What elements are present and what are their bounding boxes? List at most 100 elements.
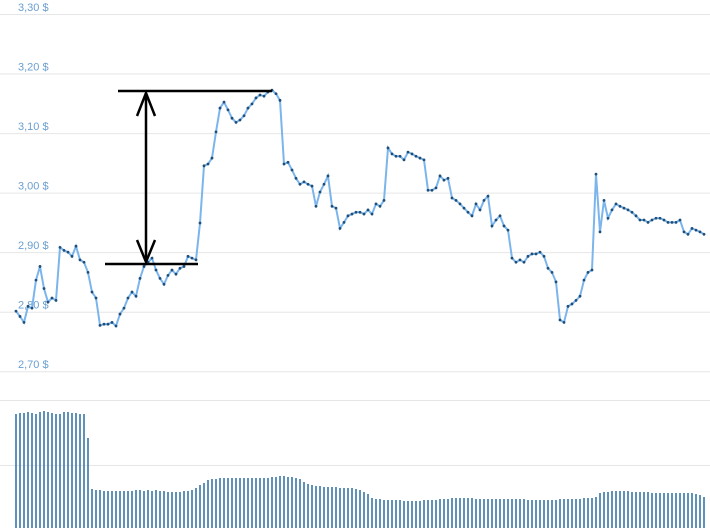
volume-bar xyxy=(43,411,45,528)
volume-bar xyxy=(215,479,217,528)
price-point xyxy=(350,212,354,216)
price-point xyxy=(586,270,590,274)
volume-bar xyxy=(519,499,521,528)
volume-bar xyxy=(271,477,273,528)
price-point xyxy=(178,266,182,270)
price-point xyxy=(206,162,210,166)
price-point xyxy=(398,154,402,158)
volume-bar xyxy=(643,492,645,528)
price-point xyxy=(442,178,446,182)
volume-bar xyxy=(223,478,225,528)
volume-bar xyxy=(675,493,677,528)
volume-bar xyxy=(523,499,525,528)
volume-bar xyxy=(399,500,401,528)
volume-bar xyxy=(547,500,549,528)
price-point xyxy=(150,256,154,260)
grid: 3,30 $3,20 $3,10 $3,00 $2,90 $2,80 $2,70… xyxy=(0,2,710,373)
price-point xyxy=(470,214,474,218)
price-point xyxy=(354,210,358,214)
price-point xyxy=(14,309,18,313)
price-point xyxy=(226,108,230,112)
price-point xyxy=(554,280,558,284)
price-point xyxy=(526,254,530,258)
volume-bar xyxy=(635,492,637,528)
price-point xyxy=(590,268,594,272)
price-point xyxy=(650,218,654,222)
volume-bar xyxy=(291,477,293,528)
price-point xyxy=(30,306,34,310)
price-point xyxy=(602,198,606,202)
price-point xyxy=(386,146,390,150)
price-point xyxy=(142,265,146,268)
volume-bar xyxy=(227,478,229,528)
price-point xyxy=(54,298,58,302)
price-point xyxy=(474,202,478,206)
volume-bar xyxy=(375,499,377,528)
price-point xyxy=(534,252,538,256)
volume-bar xyxy=(111,491,113,528)
volume-bar xyxy=(671,493,673,528)
volume-bar xyxy=(163,491,165,528)
price-point xyxy=(294,176,298,180)
price-point xyxy=(194,258,198,262)
price-point xyxy=(382,198,386,202)
price-point xyxy=(306,182,310,186)
volume-bar xyxy=(15,414,17,528)
price-point xyxy=(694,228,698,232)
volume-bar xyxy=(107,491,109,528)
price-point xyxy=(686,232,690,236)
volume-bar xyxy=(667,493,669,528)
price-point xyxy=(594,172,598,176)
volume-bar xyxy=(451,498,453,528)
price-point xyxy=(550,270,554,274)
volume-bar xyxy=(343,488,345,528)
volume-bar xyxy=(139,490,141,528)
price-point xyxy=(626,208,630,212)
price-point xyxy=(122,306,126,310)
price-line xyxy=(15,89,705,328)
price-point xyxy=(98,323,102,327)
volume-bar xyxy=(491,499,493,528)
price-point xyxy=(42,287,46,290)
price-point xyxy=(246,106,250,110)
y-tick-label: 3,00 $ xyxy=(18,181,49,193)
price-point xyxy=(598,230,602,234)
volume-bar xyxy=(403,501,405,528)
price-point xyxy=(102,322,106,326)
volume-bar xyxy=(631,492,633,528)
volume-bar xyxy=(207,480,209,528)
price-point xyxy=(658,216,662,220)
volume-bar xyxy=(131,491,133,528)
price-point xyxy=(298,182,302,186)
price-point xyxy=(402,158,406,162)
volume-bar xyxy=(239,478,241,528)
price-point xyxy=(670,220,674,224)
volume-bar xyxy=(663,493,665,528)
price-point xyxy=(646,220,650,224)
volume-bar xyxy=(471,498,473,528)
volume-bar xyxy=(95,490,97,528)
volume-bar xyxy=(183,491,185,528)
price-point xyxy=(310,184,314,188)
volume-bar xyxy=(431,500,433,528)
price-point xyxy=(642,218,646,222)
volume-bar xyxy=(255,478,257,528)
price-point xyxy=(114,324,118,328)
volume-bar xyxy=(551,500,553,528)
volume-bar xyxy=(195,488,197,528)
volume-bar xyxy=(427,500,429,528)
volume-bar xyxy=(423,500,425,528)
price-point xyxy=(330,204,334,208)
price-point xyxy=(338,226,342,230)
volume-bar xyxy=(115,491,117,528)
volume-bar xyxy=(683,493,685,528)
price-point xyxy=(682,230,686,234)
volume-bar xyxy=(299,479,301,528)
volume-bar xyxy=(211,479,213,528)
price-point xyxy=(562,321,566,324)
volume-bar xyxy=(135,490,137,528)
volume-bar xyxy=(511,499,513,528)
volume-bar xyxy=(487,499,489,528)
price-point xyxy=(638,218,642,222)
price-point xyxy=(462,206,466,210)
